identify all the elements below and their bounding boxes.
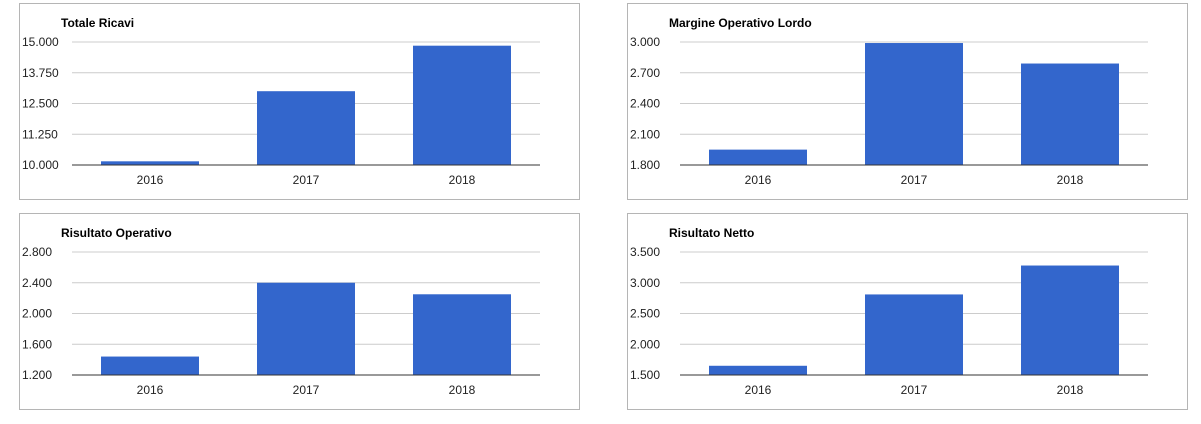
y-tick-label: 11.250 [22,127,58,141]
x-tick-label: 2018 [449,383,476,397]
x-tick-label: 2016 [745,173,772,187]
x-tick-label: 2017 [901,173,928,187]
bar-2017 [257,282,355,375]
y-tick-label: 13.750 [22,66,59,80]
y-tick-label: 2.400 [22,276,52,290]
chart-panel-risultato-operativo: Risultato Operativo 1.200 1.600 2.000 2.400… [19,213,580,410]
y-tick-label: 1.200 [22,368,52,382]
bar-2016 [709,365,807,375]
bar-2017 [865,294,963,375]
y-tick-label: 2.100 [630,127,660,141]
y-tick-label: 2.800 [22,245,52,259]
bar-2018 [413,294,511,375]
y-tick-label: 3.500 [630,245,660,259]
y-tick-label: 3.000 [630,35,660,49]
bar-2016 [101,161,199,165]
y-tick-label: 12.500 [22,97,59,111]
chart-title: Risultato Netto [669,226,754,240]
y-tick-label: 10.000 [22,158,59,172]
chart-svg: Risultato Netto 1.500 2.000 2.500 3.000 3.50… [630,226,1148,397]
x-tick-label: 2017 [293,383,320,397]
bar-2016 [709,149,807,165]
y-tick-label: 2.000 [630,337,660,351]
y-tick-label: 2.000 [22,307,52,321]
chart-svg: Margine Operativo Lordo 1.800 2.100 2.400 2… [630,16,1148,187]
bar-2018 [1021,63,1119,165]
chart-title: Risultato Operativo [61,226,172,240]
chart-panel-margine-operativo-lordo: Margine Operativo Lordo 1.800 2.100 2.400 2… [627,3,1188,200]
bar-2018 [1021,265,1119,375]
y-tick-label: 15.000 [22,35,59,49]
y-tick-label: 1.800 [630,158,660,172]
x-tick-label: 2018 [449,173,476,187]
bar-2017 [257,91,355,165]
chart-title: Margine Operativo Lordo [669,16,812,30]
y-tick-label: 1.500 [630,368,660,382]
y-tick-label: 1.600 [22,337,52,351]
y-tick-label: 2.500 [630,307,660,321]
x-tick-label: 2016 [137,173,164,187]
y-tick-label: 3.000 [630,276,660,290]
bar-2016 [101,356,199,375]
y-tick-label: 2.400 [630,97,660,111]
chart-title: Totale Ricavi [61,16,134,30]
x-tick-label: 2016 [137,383,164,397]
bar-2017 [865,43,963,165]
chart-panel-risultato-netto: Risultato Netto 1.500 2.000 2.500 3.000 3.50… [627,213,1188,410]
x-tick-label: 2018 [1057,173,1084,187]
chart-panel-totale-ricavi: Totale Ricavi 10.000 11.250 12.500 13.750 15… [19,3,580,200]
chart-svg: Totale Ricavi 10.000 11.250 12.500 13.750 15… [22,16,540,187]
x-tick-label: 2018 [1057,383,1084,397]
y-tick-label: 2.700 [630,66,660,80]
chart-svg: Risultato Operativo 1.200 1.600 2.000 2.400… [22,226,540,397]
bar-2018 [413,45,511,165]
x-tick-label: 2016 [745,383,772,397]
x-tick-label: 2017 [901,383,928,397]
x-tick-label: 2017 [293,173,320,187]
